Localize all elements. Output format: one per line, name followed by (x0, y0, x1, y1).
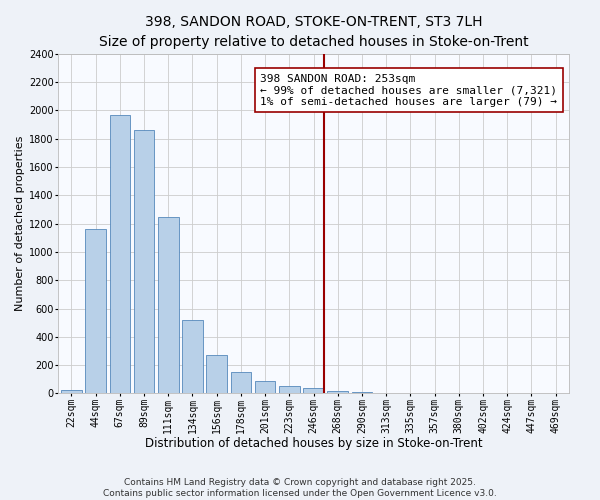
Bar (85, 230, 106, 394)
Bar (61, 390, 82, 394)
Bar (376, 392, 397, 394)
Bar (255, 382, 275, 394)
Text: Contains HM Land Registry data © Crown copyright and database right 2025.
Contai: Contains HM Land Registry data © Crown c… (103, 478, 497, 498)
Bar (303, 388, 324, 394)
Bar (328, 392, 348, 394)
Text: 398 SANDON ROAD: 253sqm
← 99% of detached houses are smaller (7,321)
1% of semi-: 398 SANDON ROAD: 253sqm ← 99% of detache… (260, 74, 557, 107)
Bar (230, 372, 251, 394)
Bar (279, 386, 299, 394)
Bar (352, 392, 372, 394)
Y-axis label: Number of detached properties: Number of detached properties (15, 136, 25, 312)
Bar (110, 114, 130, 394)
Bar (134, 130, 154, 394)
Title: 398, SANDON ROAD, STOKE-ON-TRENT, ST3 7LH
Size of property relative to detached : 398, SANDON ROAD, STOKE-ON-TRENT, ST3 7L… (99, 15, 529, 48)
Bar (206, 354, 227, 394)
X-axis label: Distribution of detached houses by size in Stoke-on-Trent: Distribution of detached houses by size … (145, 437, 482, 450)
Bar (158, 216, 179, 394)
Bar (182, 320, 203, 394)
